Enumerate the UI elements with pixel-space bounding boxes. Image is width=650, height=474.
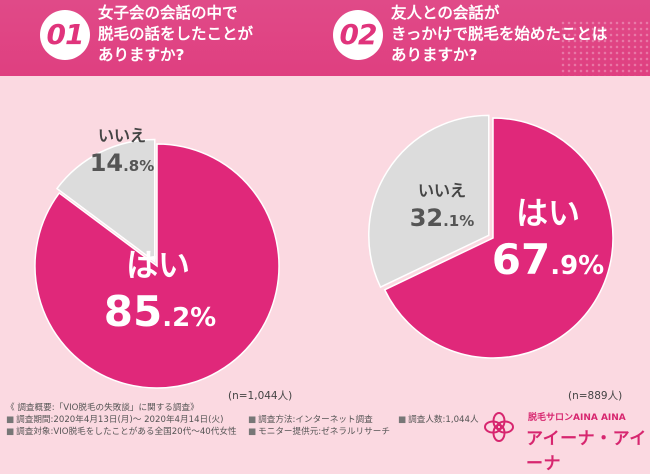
sample-size-note-1: (n=1,044人) — [228, 390, 293, 402]
question-text-2: 友人との会話が きっかけで脱毛を始めたことは ありますか? — [391, 4, 608, 64]
brand-logo-icon — [484, 412, 514, 442]
sample-size-note-2: (n=889人) — [568, 390, 623, 402]
pie-slice-no — [55, 138, 156, 264]
question-text-1: 女子会の会話の中で 脱毛の話をしたことが ありますか? — [98, 4, 254, 64]
slice-value-yes: 67.9% — [492, 235, 604, 284]
slice-value-no: 14.8% — [90, 149, 155, 177]
header-decoration — [560, 20, 650, 76]
survey-count-text: 調査人数:1,044人 — [408, 415, 479, 425]
slice-value-no: 32.1% — [410, 204, 475, 232]
survey-period: ■ 調査期間:2020年4月13日(月)～ 2020年4月14日(火) — [6, 415, 224, 425]
survey-target: ■ 調査対象:VIO脱毛をしたことがある全国20代～40代女性 — [6, 427, 237, 437]
slice-label-yes: はい — [126, 246, 190, 284]
survey-period-text: 調査期間:2020年4月13日(月)～ 2020年4月14日(火) — [16, 415, 224, 425]
survey-provider: ■ モニター提供元:ゼネラルリサーチ — [248, 427, 390, 437]
survey-provider-text: モニター提供元:ゼネラルリサーチ — [258, 427, 390, 437]
charts-panel: はい 85.2% いいえ 14.8% はい 67.9% いいえ 32.1% — [0, 76, 650, 396]
question-number-2: 02 — [333, 10, 383, 60]
slice-label-no: いいえ — [98, 126, 146, 145]
brand-name: アイーナ・アイーナ — [526, 429, 647, 474]
pie-slice-yes — [383, 117, 614, 359]
pie-slice-yes — [34, 143, 280, 389]
survey-count: ■ 調査人数:1,044人 — [398, 415, 479, 425]
slice-value-yes: 85.2% — [104, 287, 216, 336]
survey-target-text: 調査対象:VIO脱毛をしたことがある全国20代～40代女性 — [16, 427, 237, 437]
question-number-1: 01 — [40, 10, 90, 60]
pie-slice-no — [368, 114, 490, 289]
survey-method: ■ 調査方法:インターネット調査 — [248, 415, 373, 425]
header-band: 01 女子会の会話の中で 脱毛の話をしたことが ありますか? 02 友人との会話… — [0, 0, 650, 76]
brand-name-small: 脱毛サロンAINA AINA — [528, 413, 626, 423]
survey-title: 《 調査概要:「VIO脱毛の失敗談」に関する調査》 — [6, 403, 199, 413]
survey-footer: 《 調査概要:「VIO脱毛の失敗談」に関する調査》 ■ 調査期間:2020年4月1… — [0, 398, 650, 450]
slice-label-no: いいえ — [418, 181, 466, 200]
survey-method-text: 調査方法:インターネット調査 — [258, 415, 373, 425]
slice-label-yes: はい — [516, 194, 580, 232]
